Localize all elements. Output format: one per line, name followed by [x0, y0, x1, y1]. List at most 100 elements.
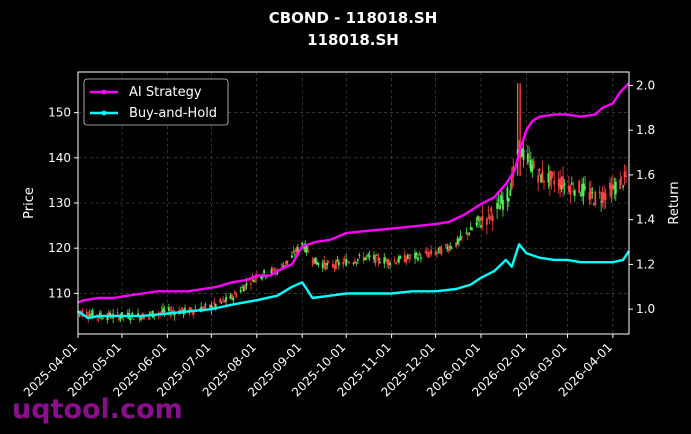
candle-body	[609, 182, 611, 189]
candle-body	[496, 202, 499, 209]
candle-body	[481, 215, 484, 221]
candle-body	[572, 190, 575, 193]
candle-body	[553, 180, 556, 185]
y-tick-label: 130	[48, 196, 71, 210]
candle-body	[510, 174, 513, 189]
candle-body	[264, 276, 267, 278]
candle-body	[557, 179, 560, 187]
candle-body	[560, 184, 563, 190]
legend-label: AI Strategy	[129, 85, 202, 100]
candle-body	[537, 175, 540, 183]
candle-body	[260, 276, 263, 279]
candle-body	[346, 261, 349, 263]
candle-body	[425, 251, 428, 255]
legend-box	[83, 78, 229, 126]
candle-body	[531, 164, 534, 172]
candle-body	[261, 276, 264, 278]
candle-body	[332, 263, 334, 268]
candle-body	[162, 308, 164, 313]
candle-body	[406, 254, 409, 259]
candle-body	[368, 255, 371, 258]
candle-body	[203, 306, 205, 309]
candle-body	[285, 260, 287, 265]
candle-body	[548, 171, 551, 186]
candle-body	[132, 318, 135, 320]
candle-body	[163, 310, 166, 312]
candle-body	[348, 262, 351, 264]
candle-body	[159, 312, 161, 314]
candle-body	[250, 283, 252, 285]
candle-body	[323, 260, 326, 267]
candle-body	[280, 264, 283, 266]
candle-body	[398, 256, 400, 263]
candle-body	[485, 218, 488, 225]
candle-body	[352, 262, 355, 264]
candle-body	[232, 297, 235, 301]
candle-body	[378, 262, 381, 264]
candle-body	[333, 265, 336, 268]
candle-body	[409, 254, 412, 256]
y-axis-label: Price	[22, 187, 37, 219]
candle-body	[541, 171, 544, 182]
candle-body	[150, 312, 153, 314]
candle-body	[126, 312, 129, 317]
chart-subtitle: 118018.SH	[307, 31, 399, 49]
candle-body	[291, 255, 293, 258]
candle-body	[225, 296, 227, 302]
candle-body	[582, 183, 585, 197]
candle-body	[119, 316, 122, 319]
candle-body	[440, 247, 443, 255]
candle-body	[417, 257, 419, 261]
candle-body	[528, 156, 531, 158]
candle-body	[364, 257, 367, 260]
candle-body	[170, 310, 173, 313]
candle-body	[428, 252, 431, 254]
chart-title: CBOND - 118018.SH	[269, 9, 438, 27]
candle-body	[532, 161, 535, 169]
candle-body	[456, 238, 459, 245]
candle-body	[559, 178, 562, 190]
candle-body	[324, 263, 327, 270]
candle-body	[622, 185, 625, 188]
candle-body	[439, 246, 441, 254]
candle-body	[414, 252, 416, 259]
candle-body	[315, 261, 318, 265]
candle-body	[214, 304, 217, 307]
candle-body	[604, 193, 607, 201]
candle-body	[538, 168, 541, 171]
candle-body	[469, 226, 472, 231]
candle-body	[386, 258, 389, 264]
candle-body	[356, 259, 359, 261]
candle-body	[610, 185, 613, 199]
candle-body	[343, 259, 346, 261]
legend-marker	[101, 110, 107, 116]
candle-body	[373, 255, 375, 260]
candle-body	[102, 318, 104, 320]
candle-body	[465, 232, 468, 234]
candle-body	[305, 245, 308, 252]
candle-body	[551, 172, 554, 176]
candle-body	[430, 249, 433, 255]
candle-body	[208, 304, 211, 308]
y2-tick-label: 1.0	[636, 302, 655, 316]
candle-body	[167, 307, 170, 312]
candle-body	[239, 289, 242, 293]
y2-tick-label: 1.6	[636, 168, 655, 182]
candle-body	[97, 317, 100, 319]
candle-body	[619, 179, 622, 189]
candle-body	[506, 187, 509, 202]
candle-body	[354, 261, 356, 264]
candle-body	[490, 207, 493, 213]
candle-body	[327, 261, 330, 263]
candle-body	[458, 239, 460, 242]
candle-body	[592, 204, 595, 206]
watermark: uqtool.com	[12, 394, 183, 425]
legend-marker	[101, 89, 107, 95]
candle-body	[90, 313, 93, 316]
candle-body	[393, 260, 396, 262]
candle-body	[591, 192, 594, 194]
candle-body	[85, 311, 88, 317]
y2-axis-label: Return	[667, 181, 682, 224]
candle-body	[321, 263, 324, 269]
